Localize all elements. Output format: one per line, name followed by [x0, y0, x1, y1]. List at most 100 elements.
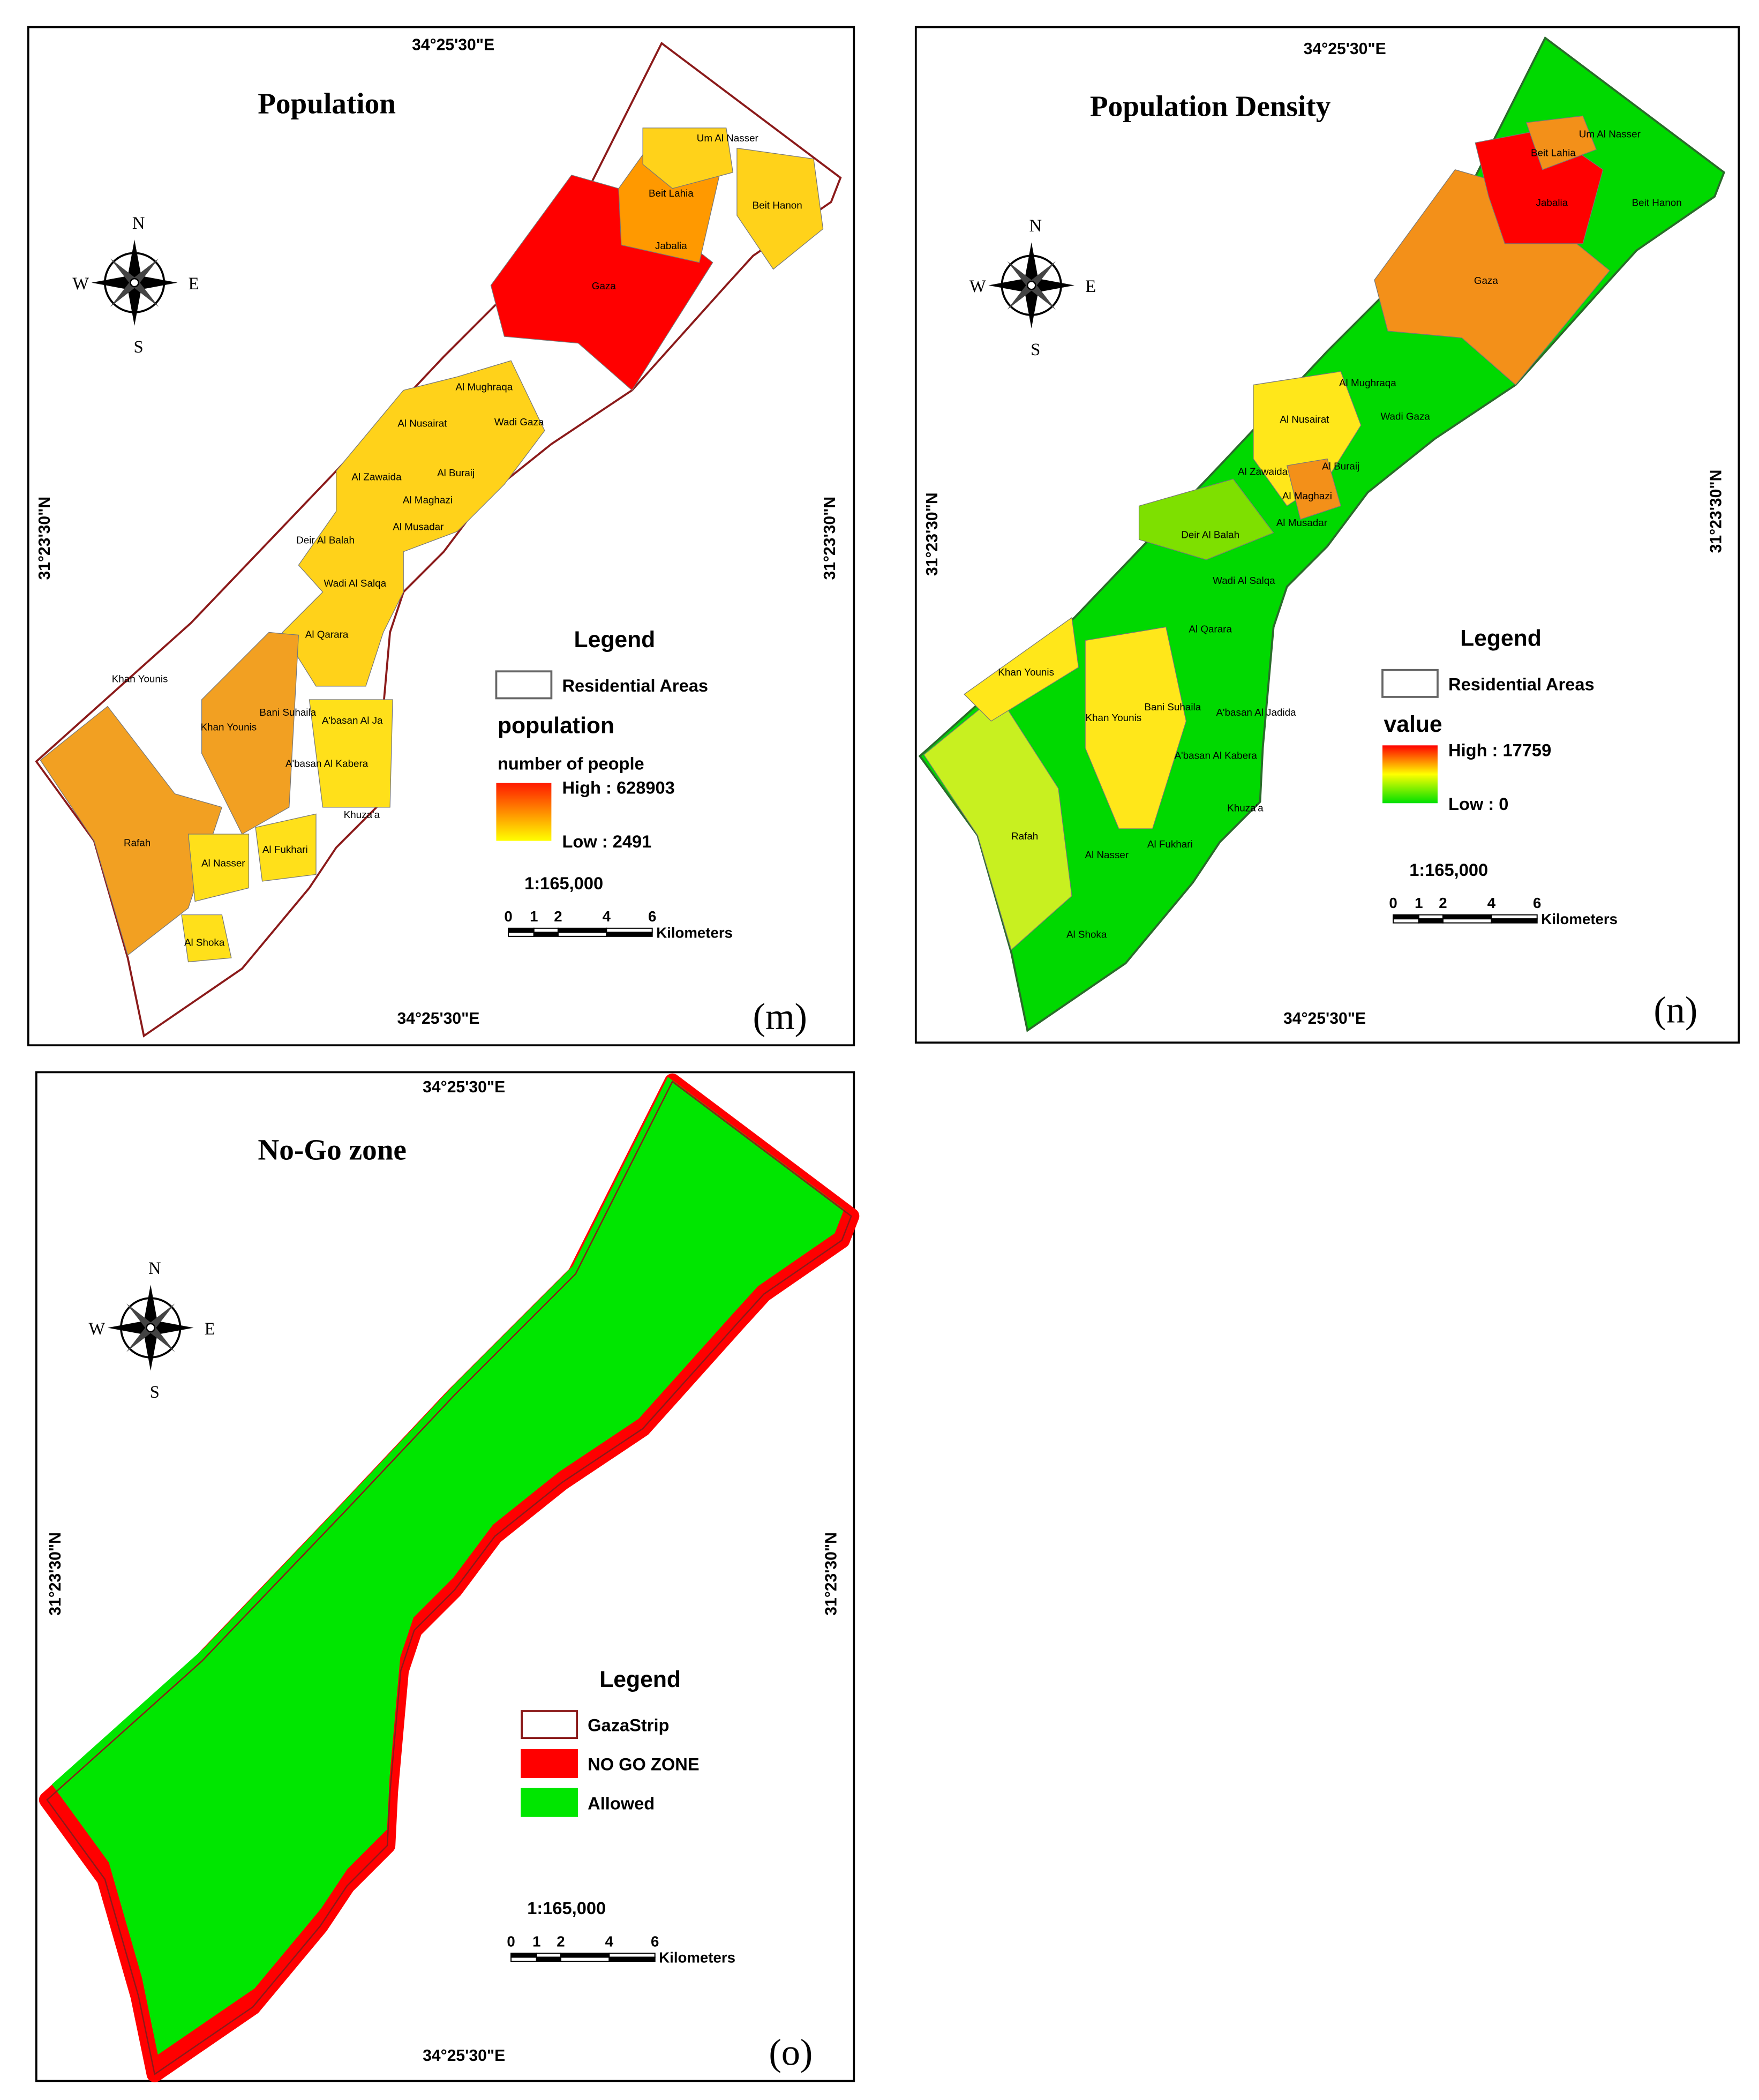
district-label: Wadi Al Salqa — [1213, 575, 1275, 586]
compass-center — [1026, 280, 1036, 290]
legend-swatch — [521, 1710, 578, 1739]
legend-item: Residential Areas — [562, 676, 708, 695]
district-label: Al Zawaida — [351, 471, 402, 483]
coord-label: 34°25'30"E — [423, 1078, 505, 1096]
legend-item: Allowed — [588, 1793, 655, 1813]
coord-label: 34°25'30"E — [397, 1010, 479, 1028]
district-label: Al Nasser — [201, 857, 245, 868]
scale-segment — [536, 1952, 561, 1958]
district-area — [255, 813, 317, 882]
scale-segment — [510, 1952, 537, 1958]
scale-segment — [1418, 918, 1444, 924]
compass-letter: N — [132, 214, 145, 233]
scale-tick-label: 0 — [504, 908, 512, 925]
map-body — [35, 41, 842, 1038]
scale-segment — [1442, 918, 1492, 924]
scale-segment — [533, 932, 559, 937]
district-label: A'basan Al Kabera — [285, 758, 369, 769]
scale-tick-label: 0 — [1389, 895, 1397, 911]
district-area — [181, 914, 232, 963]
compass-letter: S — [150, 1383, 160, 1402]
compass-letter: W — [72, 274, 89, 294]
district-label: A'basan Al Kabera — [1175, 749, 1258, 761]
legend-item: NO GO ZONE — [588, 1754, 699, 1774]
legend-swatch — [1381, 669, 1439, 698]
district-label: Um Al Nasser — [697, 132, 758, 144]
district-label: Al Nusairat — [1280, 414, 1329, 425]
coord-label: 34°25'30"E — [423, 2047, 505, 2065]
coord-label: 31°23'30"N — [36, 497, 54, 580]
map-title: Population Density — [1090, 89, 1331, 122]
district-label: Al Maghazi — [403, 494, 453, 505]
district-area — [1085, 626, 1187, 829]
district-area — [1286, 458, 1341, 520]
gaza-strip-outline — [46, 1081, 852, 2076]
scale-segment — [606, 927, 653, 933]
scale-segment — [1393, 918, 1419, 924]
district-label: Khuza'a — [1227, 802, 1264, 813]
scale-tick-label: 0 — [507, 1933, 515, 1949]
coord-label: 34°25'30"E — [1304, 40, 1386, 58]
legend-low: Low : 0 — [1448, 794, 1508, 814]
map-panel: Population Density 34°25'30"E 34°25'30"E 31… — [914, 26, 1740, 1044]
legend-ramp — [496, 783, 552, 841]
coord-label: 31°23'30"N — [823, 1532, 840, 1616]
coord-label: 34°25'30"E — [1283, 1010, 1366, 1028]
district-label: Rafah — [1011, 830, 1038, 842]
panel-label: (m) — [753, 996, 807, 1038]
scale-segment — [1418, 914, 1444, 920]
district-label: Al Musadar — [393, 521, 443, 532]
legend-swatch — [521, 1788, 578, 1817]
scale-segment — [1393, 914, 1419, 920]
district-label: Bani Suhaila — [1144, 701, 1201, 712]
map-panel: No-Go zone 34°25'30"E 34°25'30"E 31°23'30"N… — [35, 1071, 860, 2082]
compass-center — [130, 278, 139, 288]
map-title: Population — [258, 87, 396, 119]
scale-segment — [536, 1956, 561, 1962]
scale-segment — [510, 1956, 537, 1962]
scale-tick-label: 4 — [605, 1933, 614, 1949]
legend-high: High : 628903 — [562, 778, 674, 798]
compass-letter: N — [148, 1259, 161, 1278]
district-label: Khuza'a — [344, 809, 380, 820]
district-label: Al Fukhari — [262, 844, 308, 855]
district-label: A'basan Al Jadida — [1216, 707, 1296, 718]
district-label: Beit Lahia — [649, 188, 694, 199]
compass-letter: N — [1029, 216, 1042, 236]
legend-ramp — [1382, 745, 1438, 804]
district-label: Al Qarara — [305, 628, 349, 640]
district-area — [1525, 115, 1597, 170]
legend-low: Low : 2491 — [562, 831, 651, 851]
district-label: Khan Younis — [112, 673, 168, 684]
map-title: No-Go zone — [258, 1134, 407, 1166]
scale-unit: Kilometers — [1541, 911, 1618, 927]
district-label: Rafah — [124, 837, 151, 849]
district-label: Al Buraij — [1322, 461, 1359, 472]
compass-letter: S — [134, 338, 144, 357]
district-area — [736, 147, 824, 270]
legend-swatch — [521, 1749, 578, 1778]
scale-tick-label: 2 — [554, 908, 562, 925]
district-area — [1138, 478, 1274, 560]
coord-label: 31°23'30"N — [923, 492, 941, 576]
legend-ramp-title: value — [1384, 711, 1442, 737]
district-label: Beit Lahia — [1531, 147, 1576, 159]
scale-tick-label: 6 — [651, 1933, 659, 1949]
district-label: Gaza — [1474, 275, 1499, 286]
district-label: Wadi Gaza — [494, 416, 544, 428]
compass-letter: E — [189, 274, 199, 294]
district-label: Al Mughraqa — [455, 381, 513, 392]
panel-label: (o) — [769, 2031, 813, 2073]
scale-segment — [508, 927, 535, 933]
scale-tick-label: 1 — [1415, 895, 1423, 911]
scale-ratio: 1:165,000 — [1409, 860, 1488, 880]
district-area — [642, 128, 734, 189]
district-label: Gaza — [592, 280, 617, 291]
legend-title: Legend — [1460, 626, 1542, 651]
district-label: A'basan Al Ja — [322, 715, 383, 726]
legend-high: High : 17759 — [1448, 740, 1551, 760]
legend-ramp-title: population — [498, 713, 614, 739]
scale-segment — [608, 1956, 656, 1962]
scale-segment — [557, 927, 607, 933]
district-label: Deir Al Balah — [296, 535, 355, 546]
